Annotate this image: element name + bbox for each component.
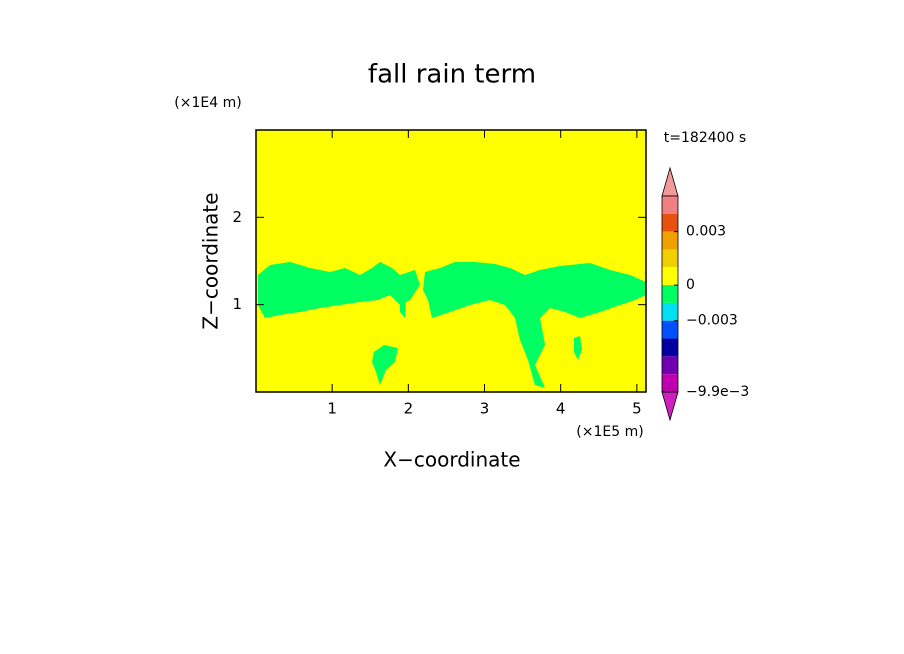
colorbar-extend [661, 166, 679, 197]
y-axis-label: Z−coordinate [199, 192, 223, 329]
colorbar-segment [662, 231, 678, 250]
field-region [372, 345, 398, 385]
colorbar-segment [662, 320, 678, 339]
chart-title: fall rain term [368, 60, 536, 90]
x-tick-label: 1 [327, 400, 337, 418]
colorbar-segment [662, 356, 678, 375]
y-tick-label: 1 [232, 295, 242, 313]
field-region [400, 300, 406, 318]
x-axis-label: X−coordinate [383, 448, 520, 472]
x-tick-label: 4 [556, 400, 566, 418]
colorbar-segment [662, 302, 678, 321]
field-region [423, 262, 646, 388]
x-tick-label: 5 [632, 400, 642, 418]
colorbar-segment [662, 285, 678, 303]
x-unit-label: (×1E5 m) [576, 424, 643, 440]
field-background [256, 130, 646, 392]
colorbar-frame [661, 195, 679, 393]
x-tick-label: 3 [480, 400, 490, 418]
time-label: t=182400 s [664, 130, 746, 146]
colorbar-tick-label: −0.003 [686, 313, 738, 329]
colorbar-segment [662, 374, 678, 392]
colorbar-tick-label: 0 [686, 277, 695, 293]
colorbar-segment [662, 196, 678, 214]
colorbar-segment [662, 338, 678, 357]
y-tick-label: 2 [232, 208, 242, 226]
colorbar-segment [662, 249, 678, 268]
colorbar-segment [662, 213, 678, 232]
plot-frame [255, 129, 647, 393]
field-region [574, 336, 582, 360]
field-region [258, 262, 420, 318]
colorbar-segment [662, 267, 678, 286]
y-unit-label: (×1E4 m) [174, 95, 241, 111]
colorbar-tick-label: −9.9e−3 [686, 384, 749, 400]
field-regions [258, 262, 646, 388]
colorbar-extend [661, 391, 679, 422]
colorbar-tick-label: 0.003 [686, 224, 726, 240]
x-tick-label: 2 [404, 400, 414, 418]
